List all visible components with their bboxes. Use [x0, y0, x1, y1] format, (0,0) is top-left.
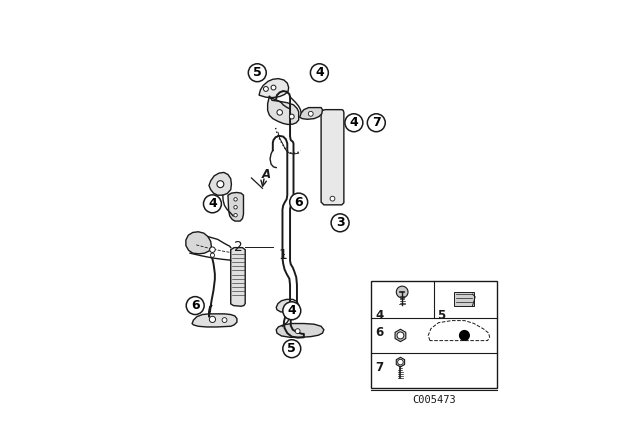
Text: 7: 7: [375, 362, 383, 375]
Circle shape: [295, 329, 300, 333]
Circle shape: [211, 253, 214, 257]
Circle shape: [345, 114, 363, 132]
Circle shape: [290, 193, 308, 211]
Circle shape: [289, 114, 294, 119]
Polygon shape: [228, 193, 243, 221]
Circle shape: [217, 181, 224, 188]
Polygon shape: [231, 248, 245, 306]
Circle shape: [186, 297, 204, 314]
Text: C005473: C005473: [412, 395, 456, 405]
Polygon shape: [268, 96, 299, 125]
Circle shape: [234, 198, 237, 201]
Polygon shape: [192, 314, 237, 327]
Text: 4: 4: [375, 309, 383, 322]
Circle shape: [271, 85, 276, 90]
Text: 6: 6: [294, 196, 303, 209]
Circle shape: [248, 64, 266, 82]
Polygon shape: [300, 108, 323, 119]
Text: 5: 5: [438, 309, 446, 322]
Polygon shape: [259, 78, 289, 98]
Polygon shape: [396, 357, 404, 367]
Circle shape: [234, 206, 237, 209]
Circle shape: [397, 359, 403, 365]
Text: 5: 5: [287, 342, 296, 355]
Circle shape: [460, 331, 469, 340]
Circle shape: [396, 286, 408, 298]
Circle shape: [234, 214, 237, 217]
Bar: [454, 292, 474, 306]
Polygon shape: [276, 299, 299, 313]
Circle shape: [283, 340, 301, 358]
Circle shape: [367, 114, 385, 132]
Text: 4: 4: [208, 197, 217, 210]
Circle shape: [277, 110, 282, 115]
Circle shape: [209, 316, 216, 323]
Circle shape: [308, 112, 313, 116]
Polygon shape: [395, 329, 406, 342]
Circle shape: [204, 195, 221, 213]
Text: 7: 7: [372, 116, 381, 129]
Text: 3: 3: [336, 216, 344, 229]
Polygon shape: [428, 321, 490, 340]
Text: A: A: [262, 168, 271, 181]
Text: 6: 6: [375, 326, 383, 339]
Circle shape: [330, 196, 335, 201]
Text: 5: 5: [253, 66, 262, 79]
Circle shape: [331, 214, 349, 232]
Polygon shape: [209, 172, 232, 195]
Text: 4: 4: [287, 304, 296, 317]
Text: 1: 1: [278, 248, 287, 262]
Bar: [371, 281, 497, 388]
Text: 4: 4: [315, 66, 324, 79]
Circle shape: [210, 247, 215, 253]
Circle shape: [310, 64, 328, 82]
Text: 2: 2: [234, 240, 243, 254]
Polygon shape: [186, 232, 211, 254]
Polygon shape: [276, 323, 324, 337]
Polygon shape: [321, 110, 344, 205]
Circle shape: [264, 86, 268, 91]
Text: 6: 6: [191, 299, 200, 312]
Circle shape: [397, 332, 404, 339]
Circle shape: [222, 318, 227, 323]
Text: 4: 4: [349, 116, 358, 129]
Circle shape: [283, 302, 301, 320]
